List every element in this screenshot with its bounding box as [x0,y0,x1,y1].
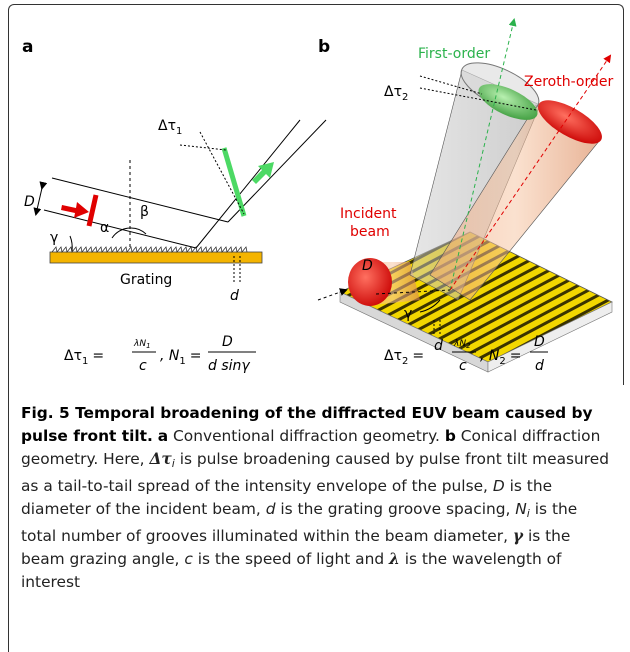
text: Δτ [158,118,176,134]
first-order-label: First-order [418,46,490,62]
text: d [266,500,276,518]
text: 2 [466,342,471,350]
text: b [445,427,456,445]
text: is the grating groove spacing, [275,500,515,518]
shape: , N1 = [160,348,201,367]
text: 1 [176,126,182,137]
shape: Δτ1 = [64,348,104,367]
text: a [158,427,168,445]
beam-edge [44,210,196,248]
text: = [510,348,522,364]
caption: Fig. 5 Temporal broadening of the diffra… [8,384,617,652]
green-arrow [252,162,274,184]
incident-label: Incident [340,206,397,222]
text: 2 [402,356,408,367]
text: 1 [146,342,150,350]
shape: λN1 [133,339,151,350]
grating-label: Grating [120,272,172,288]
text: λN [453,339,466,349]
text: 1 [179,356,185,367]
text: = [92,348,104,364]
panel-label: a [22,37,33,57]
text: 2 [499,356,505,367]
grating-teeth [52,247,247,252]
zeroth-order-label: Zeroth-order [524,74,613,90]
delta-label: Δτ2 [384,84,408,103]
text: D [493,477,505,495]
grating [50,252,262,263]
text: Δτ [384,84,402,100]
text: is the speed of light and [193,550,389,568]
delta-line [180,145,226,150]
text: c [139,358,147,374]
d-arrow [36,188,42,214]
text: γ [513,527,523,545]
incident-label: beam [350,224,390,240]
text: λ [389,550,400,568]
text: N [515,500,527,518]
shape: Δτ2 = [384,348,424,367]
page: a Δτ1 D α β γ Grating d b First-order Ze… [0,0,630,645]
text: , N [160,348,180,364]
beta-label: β [140,204,149,220]
figure: a Δτ1 D α β γ Grating d b First-order Ze… [0,0,630,390]
gamma-label: γ [404,306,412,322]
text: c [184,550,192,568]
text: λN [133,339,146,349]
text: , N [480,348,500,364]
beam-edge [196,120,300,248]
delta-label: Δτ1 [158,118,182,137]
angle-arc [112,228,130,238]
formula: Δτ1= λN1 c , N1= D d sinγ [64,334,256,374]
text: d [535,358,544,374]
text: Δτ [64,348,82,364]
text: Δτ [384,348,402,364]
d-label: D [24,194,35,210]
text: Conventional diffraction geometry. [168,427,440,445]
d-label: d [434,338,443,354]
text: d sinγ [208,358,250,374]
panel-label: b [318,37,330,57]
text: = [190,348,202,364]
d-label: D [362,258,373,274]
text: Δτ [149,450,171,468]
text: = [412,348,424,364]
pulse-front [89,195,96,226]
d-label: d [230,288,239,304]
text: 2 [402,92,408,103]
text: D [534,334,545,350]
text: D [222,334,233,350]
text: c [459,358,467,374]
gamma-label: γ [50,230,58,246]
alpha-label: α [100,220,109,236]
text: 1 [82,356,88,367]
